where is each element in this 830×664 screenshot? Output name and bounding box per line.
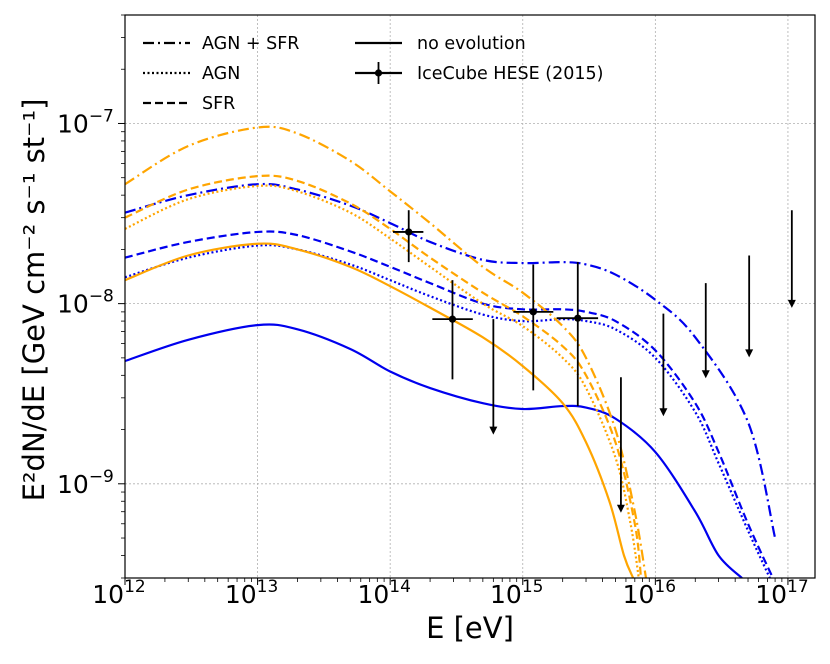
icecube-point: [432, 280, 473, 380]
series-layer: [125, 125, 777, 578]
x-tick-label: 1015: [490, 577, 543, 609]
upper-limit-head: [659, 408, 668, 417]
x-axis-ticks: 1012 1013 1014 1015 1016 1017: [92, 577, 808, 609]
legend-entry: no evolution: [355, 34, 526, 54]
y-tick-label: 10−9: [57, 467, 114, 499]
series-no-evolution-blue: [125, 323, 743, 578]
upper-limit-head: [787, 299, 796, 308]
y-tick-label: 10−8: [57, 287, 114, 319]
legend-label: SFR: [202, 94, 235, 114]
series-sfr-orange: [125, 174, 643, 578]
legend: AGN + SFR AGN SFR no evolution IceCube HESE …: [143, 34, 603, 114]
upper-limit-arrow: [616, 377, 625, 513]
minor-ticks: [121, 14, 783, 582]
plot-frame: [124, 14, 816, 579]
legend-label: AGN: [202, 64, 240, 84]
upper-limit-head: [701, 370, 710, 379]
x-tick-label: 1012: [92, 577, 145, 609]
legend-entry: AGN + SFR: [143, 34, 299, 54]
icecube-point: [556, 262, 599, 407]
legend-entry: IceCube HESE (2015): [355, 62, 603, 84]
icecube-points-layer: [392, 210, 599, 407]
legend-label: no evolution: [417, 34, 526, 54]
legend-label: IceCube HESE (2015): [417, 64, 603, 84]
series-agn-orange: [125, 184, 640, 578]
series-sfr-blue: [125, 230, 774, 578]
icecube-marker: [405, 228, 413, 236]
upper-limit-arrow: [659, 313, 668, 417]
x-tick-label: 1014: [357, 577, 410, 609]
upper-limit-arrow: [489, 319, 498, 435]
legend-label: AGN + SFR: [202, 34, 299, 54]
y-axis-ticks: 10−9 10−8 10−7: [57, 106, 125, 499]
x-tick-label: 1013: [225, 577, 278, 609]
upper-limits-layer: [489, 210, 796, 513]
icecube-point: [392, 210, 424, 263]
icecube-point: [513, 264, 554, 391]
icecube-marker: [448, 315, 457, 323]
upper-limit-arrow: [745, 255, 754, 358]
upper-limit-arrow: [787, 210, 796, 308]
series-agn-sfr-orange: [125, 125, 648, 578]
upper-limit-head: [489, 426, 498, 435]
upper-limit-head: [745, 349, 754, 358]
y-axis-title: E²dN/dE [GeV cm⁻² s⁻¹ st⁻¹]: [17, 99, 51, 502]
legend-entry: SFR: [143, 94, 235, 114]
icecube-marker: [529, 308, 537, 316]
series-agn-sfr-blue: [125, 182, 777, 539]
upper-limit-arrow: [701, 283, 710, 379]
x-tick-label: 1016: [623, 577, 676, 609]
x-tick-label: 1017: [755, 577, 808, 609]
upper-limit-head: [616, 504, 625, 513]
legend-marker: [374, 69, 383, 77]
icecube-marker: [574, 314, 582, 322]
legend-entry: AGN: [143, 64, 240, 84]
y-tick-label: 10−7: [57, 106, 114, 138]
x-axis-title: E [eV]: [426, 611, 514, 645]
